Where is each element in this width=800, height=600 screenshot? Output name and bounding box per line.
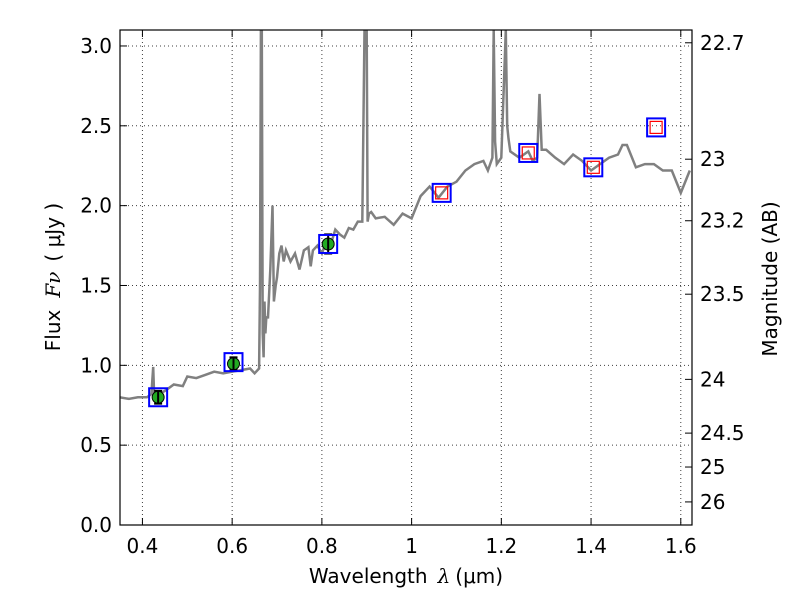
model-flux-marker xyxy=(431,182,452,203)
model-flux-marker xyxy=(646,117,667,138)
y-tick-label: 0.0 xyxy=(80,513,112,537)
x-axis-label: Wavelength λ (μm) xyxy=(309,564,503,588)
ticks-layer: 0.4 0.6 0.8 1 1.2 1.4 1.6 0.0 0.5 1.0 1.5 2.0 2.5 3.0… xyxy=(80,30,745,558)
y-tick-label: 1.0 xyxy=(80,353,112,377)
plot-frame xyxy=(119,29,693,526)
upper-limit-marker xyxy=(521,146,535,160)
upper-limit-marker xyxy=(435,186,449,200)
y-tick-label: 2.0 xyxy=(80,194,112,218)
y2-tick-label: 26 xyxy=(700,490,725,514)
model-flux-marker xyxy=(148,387,169,408)
y2-tick-label: 25 xyxy=(700,455,725,479)
x-tick-label: 1.6 xyxy=(665,534,697,558)
spectrum-line xyxy=(120,30,691,401)
y2-tick-label: 24 xyxy=(700,367,725,391)
x-tick-label: 1 xyxy=(405,534,418,558)
x-tick-label: 0.8 xyxy=(306,534,338,558)
y2-tick-label: 24.5 xyxy=(700,421,745,445)
y2-tick-label: 23 xyxy=(700,147,725,171)
y-tick-label: 0.5 xyxy=(80,433,112,457)
y2-tick-label: 22.7 xyxy=(700,31,745,55)
grid-layer xyxy=(120,30,692,526)
x-tick-label: 0.4 xyxy=(127,534,159,558)
upper-limit-marker xyxy=(586,160,600,174)
y2-tick-label: 23.5 xyxy=(700,282,745,306)
y-axis-label: FluxFν( μJy ) xyxy=(41,203,65,351)
y-tick-label: 1.5 xyxy=(80,273,112,297)
y-tick-label: 2.5 xyxy=(80,114,112,138)
x-tick-label: 0.6 xyxy=(216,534,248,558)
x-tick-label: 1.4 xyxy=(575,534,607,558)
model-flux-marker xyxy=(223,352,244,373)
y2-tick-label: 23.2 xyxy=(700,209,745,233)
model-flux-marker xyxy=(583,157,604,178)
y-tick-label: 3.0 xyxy=(80,34,112,58)
upper-limit-marker xyxy=(649,120,663,135)
model-flux-marker xyxy=(518,142,539,163)
x-tick-label: 1.2 xyxy=(485,534,517,558)
y2-axis-label: Magnitude (AB) xyxy=(758,201,782,356)
series-layer xyxy=(120,30,691,408)
model-flux-marker xyxy=(318,233,339,254)
